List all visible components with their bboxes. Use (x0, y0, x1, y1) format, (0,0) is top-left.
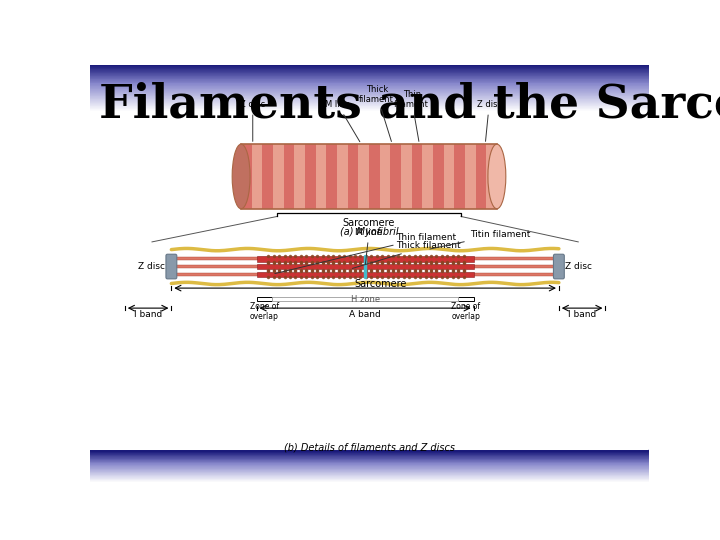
Text: Z disc: Z disc (477, 100, 502, 141)
Bar (369, 144, 379, 209)
Text: I band: I band (134, 309, 162, 319)
Bar (262, 144, 273, 209)
Text: Sarcomere: Sarcomere (343, 218, 395, 228)
Text: Filaments and the Sarcomere: Filaments and the Sarcomere (99, 82, 720, 128)
Bar (433, 144, 444, 209)
Bar (412, 144, 423, 209)
Bar (458, 257, 559, 260)
Text: Z disc: Z disc (240, 100, 265, 141)
Text: (a) Myofibril: (a) Myofibril (340, 227, 398, 237)
Text: Thick
filament: Thick filament (359, 85, 394, 141)
Bar (348, 144, 359, 209)
Text: Titin filament: Titin filament (430, 230, 530, 249)
Text: Zone of
overlap: Zone of overlap (250, 302, 279, 321)
Ellipse shape (488, 144, 506, 209)
Bar (476, 144, 486, 209)
Text: Sarcomere: Sarcomere (354, 279, 407, 289)
Bar (171, 273, 272, 276)
Text: M line: M line (325, 100, 360, 141)
Text: H zone: H zone (351, 295, 379, 304)
Bar (256, 264, 474, 269)
Bar (256, 272, 474, 277)
Text: I band: I band (568, 309, 596, 319)
Bar (171, 257, 272, 260)
Bar (305, 144, 315, 209)
Text: M line: M line (356, 228, 382, 264)
Text: Z disc: Z disc (138, 262, 165, 271)
Bar (458, 273, 559, 276)
Bar (390, 144, 401, 209)
FancyBboxPatch shape (166, 254, 177, 279)
Text: Zone of
overlap: Zone of overlap (451, 302, 480, 321)
Bar (241, 144, 252, 209)
Text: Thin filament: Thin filament (275, 233, 456, 274)
Text: Thin
filament: Thin filament (394, 90, 429, 141)
FancyBboxPatch shape (554, 254, 564, 279)
Bar (326, 144, 337, 209)
Ellipse shape (232, 144, 250, 209)
Bar (90, 111, 648, 450)
Bar (284, 144, 294, 209)
Text: Z disc: Z disc (565, 262, 592, 271)
Bar (171, 265, 272, 268)
Bar (454, 144, 465, 209)
Bar (256, 256, 474, 261)
Text: Thick filament: Thick filament (352, 241, 461, 268)
Text: A band: A band (349, 309, 381, 319)
Bar (458, 265, 559, 268)
Text: (b) Details of filaments and Z discs: (b) Details of filaments and Z discs (284, 442, 454, 452)
Bar (241, 144, 497, 209)
